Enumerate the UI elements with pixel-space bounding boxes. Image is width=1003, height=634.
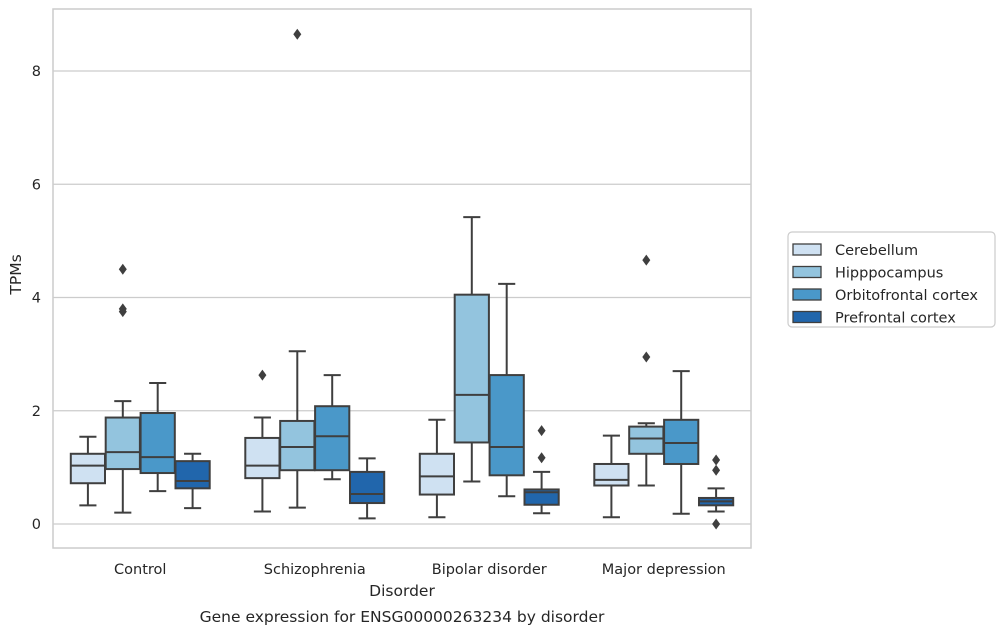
box-group bbox=[418, 418, 456, 519]
box-group bbox=[139, 382, 176, 493]
box-group bbox=[628, 254, 665, 487]
outlier-point bbox=[537, 425, 546, 437]
legend-label: Hipppocampus bbox=[835, 266, 943, 282]
box-iqr bbox=[69, 452, 107, 485]
chart-caption: Gene expression for ENSG00000263234 by d… bbox=[200, 608, 605, 626]
legend: Cerebellum Hipppocampus Orbitofrontal cort… bbox=[787, 231, 996, 328]
box-group bbox=[279, 28, 316, 509]
legend-swatch bbox=[792, 265, 822, 279]
box-iqr bbox=[104, 416, 141, 471]
box-group bbox=[453, 216, 490, 483]
box-iqr bbox=[628, 425, 665, 455]
box-iqr bbox=[174, 460, 211, 490]
x-tick-label: Control bbox=[114, 562, 166, 578]
outlier-point bbox=[258, 369, 267, 381]
box-group bbox=[593, 434, 630, 519]
box-group bbox=[348, 457, 386, 520]
plot-area-frame bbox=[52, 8, 752, 549]
legend-label: Orbitofrontal cortex bbox=[835, 288, 978, 304]
outlier-point bbox=[712, 464, 721, 476]
box-iqr bbox=[244, 436, 281, 480]
box-group bbox=[69, 435, 107, 507]
box-iqr bbox=[488, 374, 525, 477]
legend-swatch bbox=[792, 310, 822, 324]
legend-swatch bbox=[792, 288, 822, 301]
outlier-point bbox=[293, 28, 302, 40]
box-iqr bbox=[314, 405, 351, 472]
box-iqr bbox=[593, 462, 630, 487]
box-group bbox=[488, 282, 525, 498]
x-axis-label: Disorder bbox=[369, 582, 435, 600]
box-iqr bbox=[663, 418, 700, 465]
box-iqr bbox=[139, 412, 176, 475]
outlier-point bbox=[118, 263, 127, 275]
y-tick-label: 4 bbox=[32, 291, 41, 307]
outlier-point bbox=[642, 351, 651, 363]
box-iqr bbox=[453, 293, 490, 444]
y-tick-label: 6 bbox=[32, 177, 41, 193]
box-iqr bbox=[279, 419, 316, 472]
box-group bbox=[314, 374, 351, 481]
box-group bbox=[697, 454, 735, 530]
box-group bbox=[104, 263, 141, 514]
legend-label: Prefrontal cortex bbox=[835, 311, 956, 327]
y-tick-label: 2 bbox=[32, 404, 41, 420]
y-tick-label: 8 bbox=[32, 64, 41, 80]
outlier-point bbox=[118, 303, 127, 315]
legend-swatch bbox=[792, 243, 822, 256]
y-tick-label: 0 bbox=[32, 517, 41, 533]
outlier-point bbox=[712, 454, 721, 466]
boxes bbox=[69, 28, 735, 530]
legend-frame bbox=[787, 231, 996, 328]
box-iqr bbox=[418, 452, 456, 496]
box-group bbox=[174, 452, 211, 510]
x-tick-labels: Control Schizophrenia Bipolar disorder Majo… bbox=[114, 562, 726, 578]
outlier-point bbox=[712, 518, 721, 530]
x-tick-label: Bipolar disorder bbox=[432, 562, 547, 578]
box-group bbox=[523, 425, 560, 515]
y-tick-labels: 0 2 4 6 8 bbox=[32, 64, 41, 533]
outlier-point bbox=[537, 452, 546, 464]
box-iqr bbox=[348, 470, 386, 505]
legend-label: Cerebellum bbox=[835, 243, 918, 259]
box-group bbox=[663, 370, 700, 515]
y-gridlines bbox=[53, 70, 751, 525]
x-tick-label: Major depression bbox=[602, 562, 726, 578]
outlier-point bbox=[642, 254, 651, 266]
x-tick-label: Schizophrenia bbox=[264, 562, 366, 578]
y-axis-label: TPMs bbox=[7, 254, 25, 295]
box-group bbox=[244, 369, 281, 513]
